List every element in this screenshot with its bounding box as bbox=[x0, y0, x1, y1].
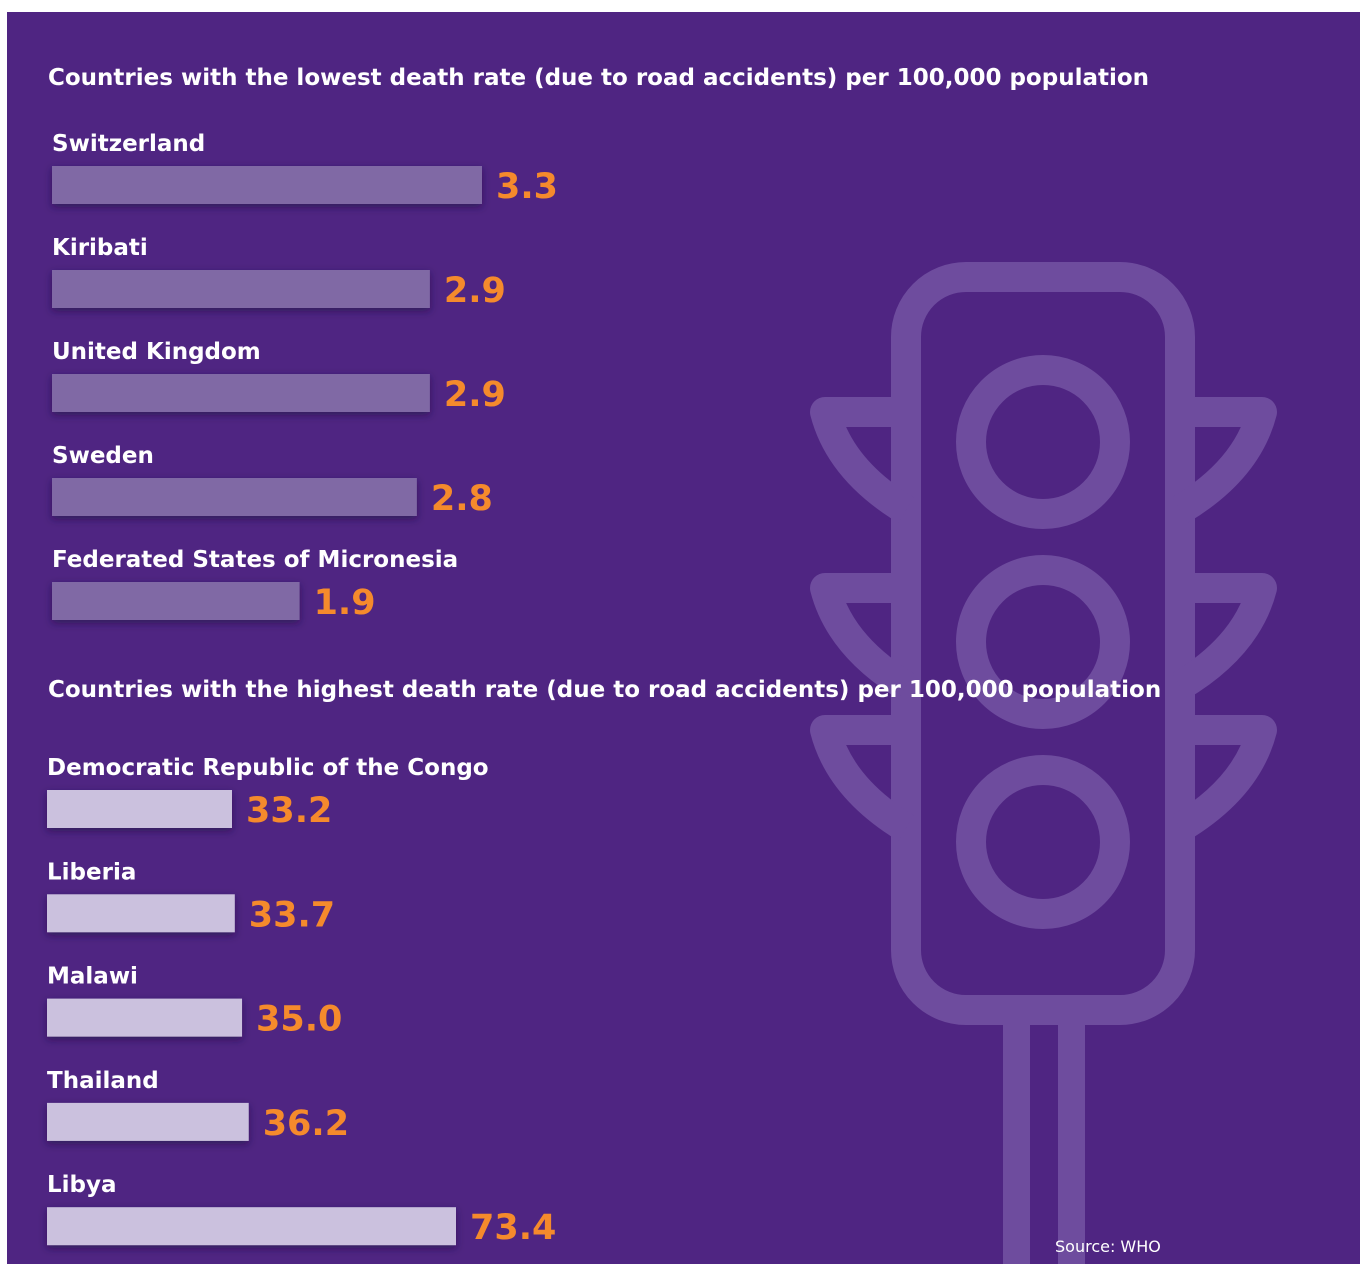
value-label: 1.9 bbox=[314, 583, 376, 623]
bar bbox=[52, 166, 482, 204]
category-label: Thailand bbox=[47, 1068, 159, 1094]
bar bbox=[52, 270, 430, 308]
category-label: Sweden bbox=[52, 443, 154, 469]
category-label: Liberia bbox=[47, 859, 136, 885]
bar bbox=[47, 790, 232, 828]
chart-title: Countries with the lowest death rate (du… bbox=[48, 65, 1149, 91]
value-label: 33.7 bbox=[249, 895, 335, 935]
category-label: Malawi bbox=[47, 964, 138, 990]
category-label: Libya bbox=[47, 1172, 117, 1198]
category-label: Democratic Republic of the Congo bbox=[47, 755, 489, 781]
category-label: Kiribati bbox=[52, 235, 148, 261]
bar bbox=[47, 1103, 249, 1141]
value-label: 33.2 bbox=[246, 791, 332, 831]
chart-title: Countries with the highest death rate (d… bbox=[48, 677, 1161, 703]
bar bbox=[47, 894, 235, 932]
value-label: 36.2 bbox=[263, 1104, 349, 1144]
bar bbox=[47, 1207, 456, 1245]
bar bbox=[52, 478, 417, 516]
value-label: 3.3 bbox=[496, 167, 558, 207]
source: Source: WHO bbox=[1055, 1237, 1161, 1256]
category-label: United Kingdom bbox=[52, 339, 261, 365]
bar bbox=[52, 374, 430, 412]
value-label: 2.9 bbox=[444, 375, 506, 415]
category-label: Switzerland bbox=[52, 131, 205, 157]
value-label: 73.4 bbox=[470, 1208, 556, 1248]
bar bbox=[47, 999, 242, 1037]
infographic: Source: WHO Countries with the lowest de… bbox=[0, 0, 1360, 1264]
value-label: 2.9 bbox=[444, 271, 506, 311]
value-label: 2.8 bbox=[431, 479, 493, 519]
category-label: Federated States of Micronesia bbox=[52, 547, 458, 573]
bar bbox=[52, 582, 300, 620]
value-label: 35.0 bbox=[256, 1000, 342, 1040]
